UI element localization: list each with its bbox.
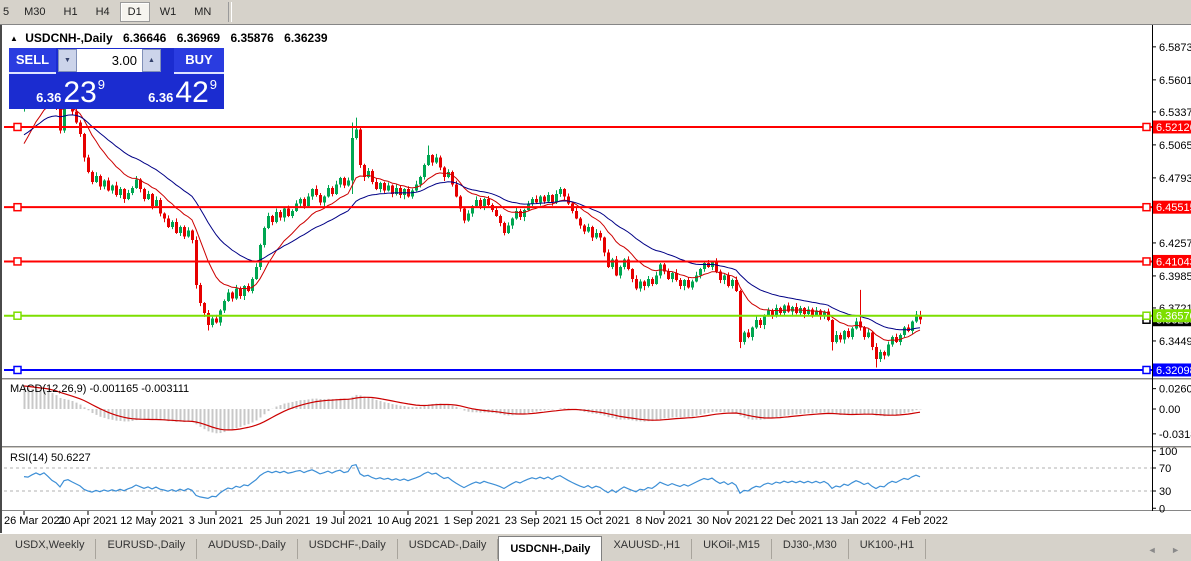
ohlc-close: 6.36239 — [284, 31, 328, 45]
ohlc-high: 6.36969 — [176, 31, 221, 45]
timeframe-button-w1[interactable]: W1 — [152, 2, 185, 22]
chart-tab-eurusd-daily[interactable]: EURUSD-,Daily — [96, 539, 198, 559]
chart-tab-usdchf-daily[interactable]: USDCHF-,Daily — [298, 539, 398, 559]
svg-text:8 Nov 2021: 8 Nov 2021 — [636, 515, 692, 527]
level-price-label: 6.32098 — [1142, 363, 1191, 377]
svg-text:10 Aug 2021: 10 Aug 2021 — [377, 515, 439, 527]
pane-divider-macd[interactable] — [2, 378, 1191, 381]
svg-text:6.58730: 6.58730 — [1159, 42, 1191, 54]
svg-text:6.36570: 6.36570 — [1156, 311, 1191, 323]
svg-text:3 Jun 2021: 3 Jun 2021 — [189, 515, 243, 527]
sell-price-big: 23 — [63, 76, 97, 109]
chart-tab-usdcnh-daily[interactable]: USDCNH-,Daily — [498, 536, 603, 561]
sell-button[interactable]: SELL — [9, 48, 56, 74]
chart-tab-uk100-h1[interactable]: UK100-,H1 — [849, 539, 927, 559]
svg-text:6.45515: 6.45515 — [1156, 202, 1191, 214]
svg-text:100: 100 — [1159, 446, 1177, 458]
svg-text:19 Jul 2021: 19 Jul 2021 — [316, 515, 373, 527]
chart-tab-usdx-weekly[interactable]: USDX,Weekly — [4, 539, 97, 559]
svg-text:6.42570: 6.42570 — [1159, 238, 1191, 250]
timeframe-button-h4[interactable]: H4 — [88, 2, 118, 22]
volume-input[interactable] — [77, 49, 142, 72]
buy-price-small: 6.36 — [148, 90, 174, 105]
timeframe-toolbar: 5 M30 H1 H4 D1 W1 MN — [0, 0, 1191, 25]
toolbar-separator — [228, 2, 233, 22]
chart-tab-ukoil-m15[interactable]: UKOil-,M15 — [692, 539, 772, 559]
svg-text:6.47930: 6.47930 — [1159, 173, 1191, 185]
ohlc-open: 6.36646 — [122, 31, 167, 45]
buy-price-big: 42 — [175, 76, 209, 109]
svg-text:-0.03187: -0.03187 — [1159, 429, 1191, 441]
svg-text:23 Sep 2021: 23 Sep 2021 — [505, 515, 567, 527]
level-price-label: 6.45515 — [1142, 200, 1191, 214]
sell-price-display[interactable]: 6.36 23 9 — [9, 75, 105, 109]
svg-text:4 Feb 2022: 4 Feb 2022 — [892, 515, 948, 527]
svg-text:1 Sep 2021: 1 Sep 2021 — [444, 515, 500, 527]
chart-tab-usdcad-daily[interactable]: USDCAD-,Daily — [398, 539, 499, 559]
ma-slow-line — [23, 114, 921, 331]
timeframe-button-h1[interactable]: H1 — [56, 2, 86, 22]
buy-button[interactable]: BUY — [174, 48, 224, 74]
svg-text:0: 0 — [1159, 503, 1165, 515]
svg-text:6.56010: 6.56010 — [1159, 75, 1191, 87]
price-axis[interactable]: 6.58730 6.56010 6.53370 6.50650 6.47930 6.425… — [1152, 25, 1191, 515]
svg-text:25 Jun 2021: 25 Jun 2021 — [250, 515, 311, 527]
rsi-pane: RSI(14) 50.6227 — [4, 452, 1152, 500]
macd-pane: MACD(12,26,9) -0.001165 -0.003111 — [10, 383, 922, 434]
chart-tab-xauusd-h1[interactable]: XAUUSD-,H1 — [602, 539, 693, 559]
macd-label: MACD(12,26,9) -0.001165 -0.003111 — [10, 383, 189, 395]
chart-window[interactable]: MACD(12,26,9) -0.001165 -0.003111 RSI(14)… — [0, 25, 1191, 533]
pane-divider-rsi[interactable] — [2, 446, 1191, 449]
chart-title: ▲ USDCNH-,Daily 6.36646 6.36969 6.35876 … — [10, 31, 328, 45]
svg-text:6.41043: 6.41043 — [1156, 256, 1191, 268]
chart-tab-audusd-daily[interactable]: AUDUSD-,Daily — [197, 539, 298, 559]
chart-tab-bar: USDX,Weekly EURUSD-,Daily AUDUSD-,Daily USD… — [0, 533, 1191, 561]
svg-text:15 Oct 2021: 15 Oct 2021 — [570, 515, 630, 527]
svg-text:30: 30 — [1159, 486, 1171, 498]
sell-price-sup: 9 — [97, 77, 105, 92]
svg-text:6.53370: 6.53370 — [1159, 107, 1191, 119]
tab-scroll-arrows[interactable]: ◄ ► — [1147, 545, 1186, 555]
level-price-label: 6.41043 — [1142, 254, 1191, 268]
buy-price-sup: 9 — [209, 77, 217, 92]
timeframe-button-d1[interactable]: D1 — [119, 2, 150, 22]
svg-text:26 Mar 2021: 26 Mar 2021 — [4, 515, 66, 527]
timeframe-button-mn[interactable]: MN — [186, 2, 219, 22]
chart-tab-dj30-m30[interactable]: DJ30-,M30 — [772, 539, 849, 559]
collapse-icon[interactable]: ▲ — [10, 34, 18, 43]
ohlc-low: 6.35876 — [230, 31, 274, 45]
ma-fast-line — [23, 104, 921, 342]
svg-text:12 May 2021: 12 May 2021 — [120, 515, 184, 527]
svg-text:70: 70 — [1159, 463, 1171, 475]
svg-text:13 Jan 2022: 13 Jan 2022 — [826, 515, 887, 527]
svg-text:0.00: 0.00 — [1159, 404, 1180, 416]
svg-text:0.02607: 0.02607 — [1159, 384, 1191, 396]
svg-text:6.32098: 6.32098 — [1156, 365, 1191, 377]
svg-text:22 Dec 2021: 22 Dec 2021 — [761, 515, 823, 527]
sell-price-small: 6.36 — [36, 90, 62, 105]
rsi-label: RSI(14) 50.6227 — [10, 452, 91, 464]
level-price-label: 6.36570 — [1142, 309, 1191, 323]
buy-price-display[interactable]: 6.36 42 9 — [119, 75, 224, 109]
svg-text:6.39850: 6.39850 — [1159, 271, 1191, 283]
horizontal-level-lines[interactable] — [4, 122, 1152, 375]
svg-text:30 Nov 2021: 30 Nov 2021 — [697, 515, 759, 527]
timeframe-button-5[interactable]: 5 — [1, 2, 14, 22]
symbol-period-label: USDCNH-,Daily — [25, 31, 113, 45]
volume-increase-button[interactable]: ▲ — [142, 49, 161, 72]
volume-decrease-button[interactable]: ▼ — [58, 49, 77, 72]
timeframe-button-m30[interactable]: M30 — [16, 2, 53, 22]
svg-text:20 Apr 2021: 20 Apr 2021 — [58, 515, 117, 527]
svg-text:6.50650: 6.50650 — [1159, 140, 1191, 152]
price-chart-canvas[interactable]: MACD(12,26,9) -0.001165 -0.003111 RSI(14)… — [2, 25, 1191, 533]
